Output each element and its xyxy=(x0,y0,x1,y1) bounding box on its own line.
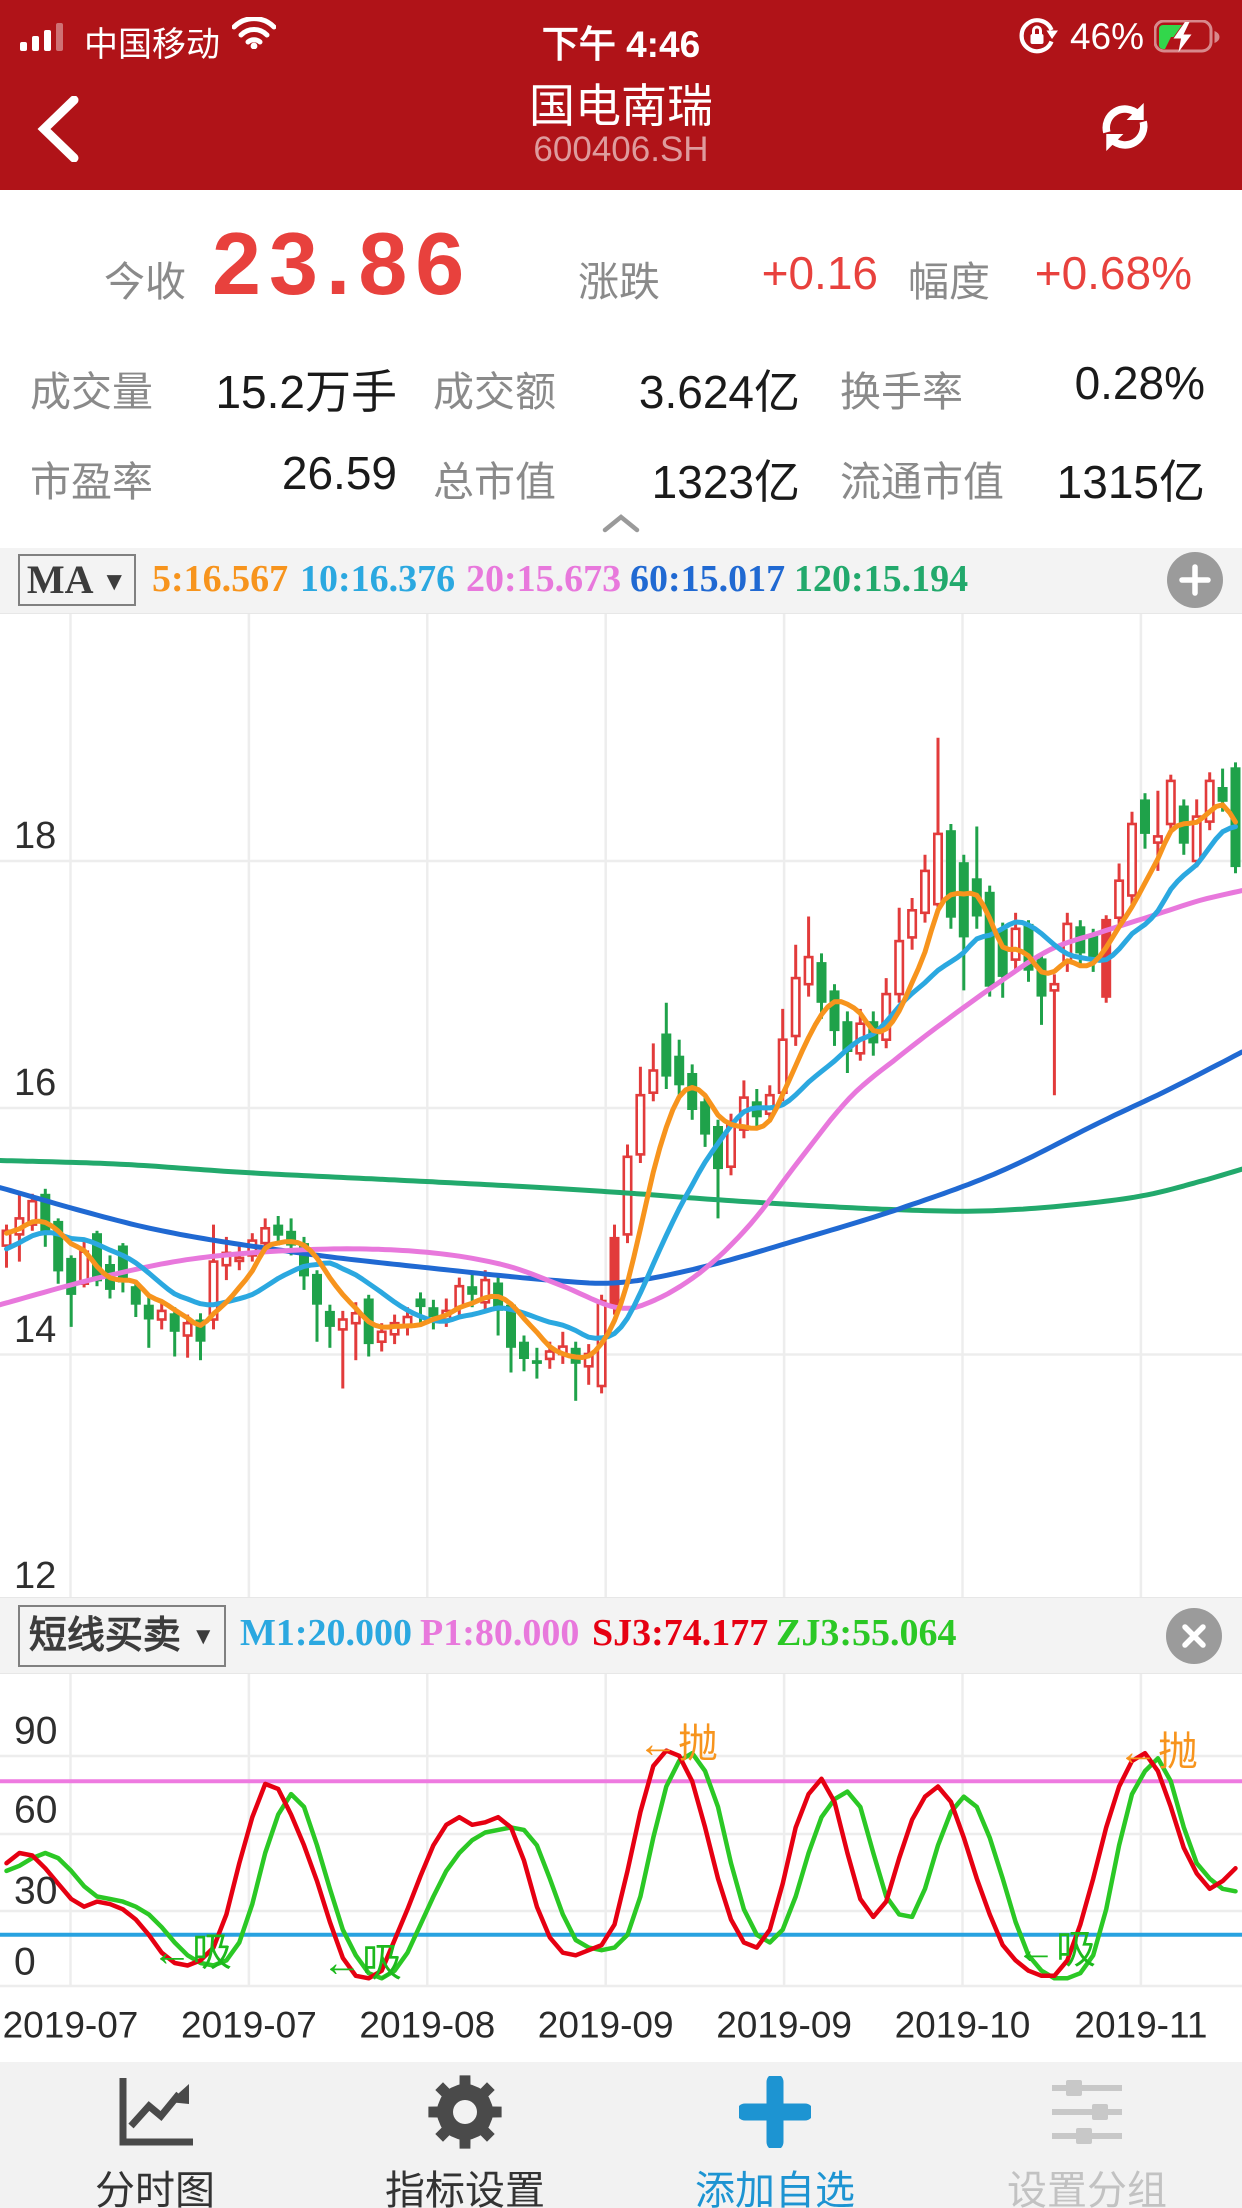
svg-text:2019-11: 2019-11 xyxy=(1074,2005,1207,2046)
svg-text:2019-08: 2019-08 xyxy=(359,2005,495,2046)
svg-text:18: 18 xyxy=(14,815,56,857)
svg-text:12: 12 xyxy=(14,1555,56,1597)
svg-text:30: 30 xyxy=(14,1870,57,1913)
svg-text:2019-09: 2019-09 xyxy=(538,2005,674,2046)
svg-text:←抛: ←抛 xyxy=(1118,1730,1198,1774)
svg-text:16: 16 xyxy=(14,1062,56,1104)
svg-text:2019-07: 2019-07 xyxy=(3,2005,139,2046)
svg-text:2019-10: 2019-10 xyxy=(895,2005,1031,2046)
svg-text:2019-09: 2019-09 xyxy=(716,2005,852,2046)
svg-text:60: 60 xyxy=(14,1789,57,1832)
svg-text:90: 90 xyxy=(14,1710,57,1753)
svg-text:0: 0 xyxy=(14,1941,36,1984)
svg-text:←抛: ←抛 xyxy=(638,1722,718,1766)
svg-text:←吸: ←吸 xyxy=(152,1931,232,1975)
svg-text:2019-07: 2019-07 xyxy=(181,2005,317,2046)
svg-text:←吸: ←吸 xyxy=(1016,1928,1096,1972)
svg-text:←吸: ←吸 xyxy=(322,1941,402,1985)
svg-text:14: 14 xyxy=(14,1309,56,1351)
